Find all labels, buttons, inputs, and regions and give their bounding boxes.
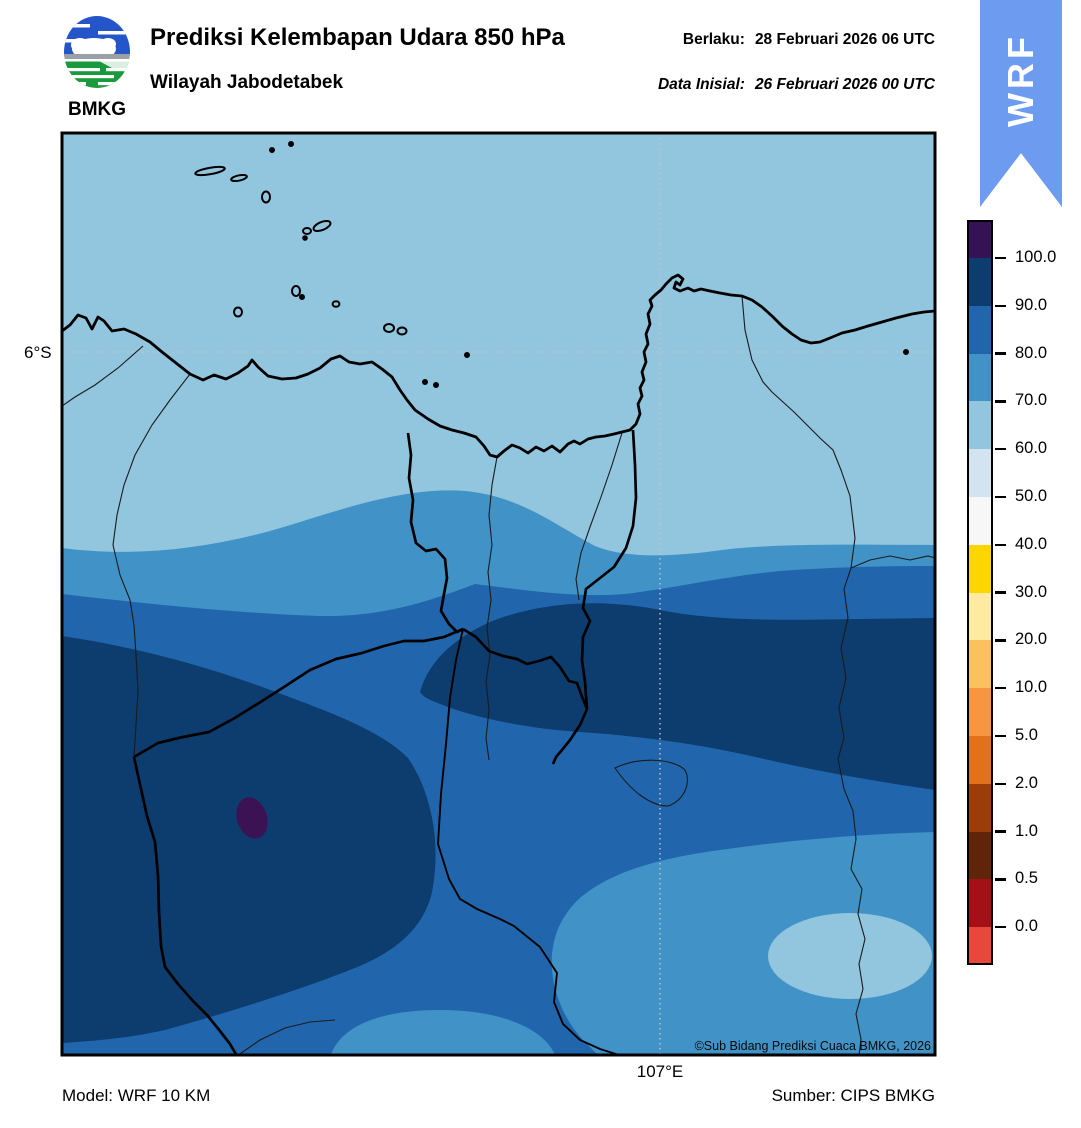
map-canvas: ©Sub Bidang Prediksi Cuaca BMKG, 2026: [60, 131, 937, 1057]
initial-time: Data Inisial: 26 Februari 2026 00 UTC: [658, 76, 935, 94]
colorbar-tick: [995, 830, 1006, 833]
colorbar-segment: [969, 640, 991, 689]
colorbar-tick: [995, 782, 1006, 786]
valid-time: Berlaku: 28 Februari 2026 06 UTC: [683, 31, 935, 49]
colorbar-segment: [969, 305, 991, 354]
colorbar-tick: [995, 447, 1006, 451]
colorbar-segment: [969, 496, 991, 545]
colorbar-tick-label: 20.0: [1015, 630, 1048, 649]
colorbar-segment: [969, 927, 991, 964]
colorbar: [967, 220, 993, 966]
colorbar-tick-label: 2.0: [1015, 773, 1038, 792]
colorbar-tick-label: 100.0: [1015, 247, 1057, 266]
map-border: [60, 131, 937, 1057]
colorbar-tick: [995, 256, 1006, 260]
initial-time-label: Data Inisial:: [657, 76, 745, 93]
band-90-100-southwest: [62, 636, 436, 1043]
colorbar-tick-label: 0.0: [1015, 917, 1038, 936]
colorbar-segment: [969, 592, 991, 641]
map-copyright: ©Sub Bidang Prediksi Cuaca BMKG, 2026: [695, 1039, 931, 1053]
colorbar-segment: [969, 401, 991, 450]
colorbar-tick-label: 70.0: [1015, 391, 1048, 410]
band-70-80-south-pocket: [330, 1010, 556, 1055]
colorbar-segment: [969, 831, 991, 880]
coastline: [62, 273, 935, 459]
colorbar-tick: [995, 734, 1006, 738]
band-gt-100-core: [236, 797, 268, 839]
colorbar-segment: [969, 735, 991, 784]
colorbar-segment: [969, 353, 991, 402]
colorbar-tick-label: 10.0: [1015, 678, 1048, 697]
colorbar-tick: [995, 304, 1006, 308]
colorbar-tick: [995, 543, 1006, 547]
colorbar-tick: [995, 878, 1006, 881]
islands: [194, 141, 909, 388]
bmkg-logo: BMKG: [64, 16, 130, 120]
bmkg-logo-text: BMKG: [68, 99, 126, 120]
initial-time-value: 26 Februari 2026 00 UTC: [754, 76, 935, 93]
admin-boundaries-thick: [132, 429, 638, 1055]
wrf-ribbon-text: WRF: [1000, 33, 1041, 127]
admin-boundaries-thin: [62, 295, 935, 1055]
bmkg-logo-globe: [64, 16, 130, 88]
source-label: Sumber: CIPS BMKG: [771, 1086, 935, 1105]
colorbar-segment: [969, 688, 991, 736]
colorbar-tick-label: 1.0: [1015, 821, 1038, 840]
valid-time-label: Berlaku:: [682, 31, 745, 48]
wrf-ribbon: WRF: [980, 0, 1062, 207]
band-60-70-southeast-pocket: [768, 913, 932, 999]
colorbar-segment: [969, 879, 991, 928]
colorbar-tick-label: 5.0: [1015, 725, 1038, 744]
colorbar-segment: [969, 783, 991, 832]
colorbar-tick-label: 40.0: [1015, 534, 1048, 553]
page-title: Prediksi Kelembapan Udara 850 hPa: [150, 24, 565, 51]
band-90-100-central: [420, 603, 935, 790]
longitude-label: 107°E: [636, 1062, 684, 1081]
colorbar-tick: [995, 639, 1006, 642]
colorbar-tick-label: 50.0: [1015, 486, 1048, 505]
colorbar-segment: [969, 222, 991, 258]
colorbar-tick: [995, 400, 1006, 403]
colorbar-tick: [995, 686, 1006, 690]
colorbar-tick: [995, 352, 1006, 355]
colorbar-tick-label: 80.0: [1015, 343, 1048, 362]
colorbar-segment: [969, 449, 991, 497]
colorbar-tick-label: 0.5: [1015, 869, 1038, 888]
band-70-80-southeast-tongue: [551, 832, 935, 1055]
valid-time-value: 28 Februari 2026 06 UTC: [754, 31, 935, 48]
colorbar-tick: [995, 925, 1006, 929]
colorbar-tick-label: 60.0: [1015, 439, 1048, 458]
colorbar-tick: [995, 591, 1006, 594]
colorbar-tick-label: 30.0: [1015, 582, 1048, 601]
colorbar-tick-label: 90.0: [1015, 295, 1048, 314]
model-label: Model: WRF 10 KM: [62, 1086, 211, 1105]
page-subtitle: Wilayah Jabodetabek: [150, 72, 344, 93]
latitude-label: 6°S: [24, 343, 52, 362]
colorbar-tick: [995, 495, 1006, 499]
colorbar-segment: [969, 258, 991, 306]
colorbar-segment: [969, 544, 991, 593]
